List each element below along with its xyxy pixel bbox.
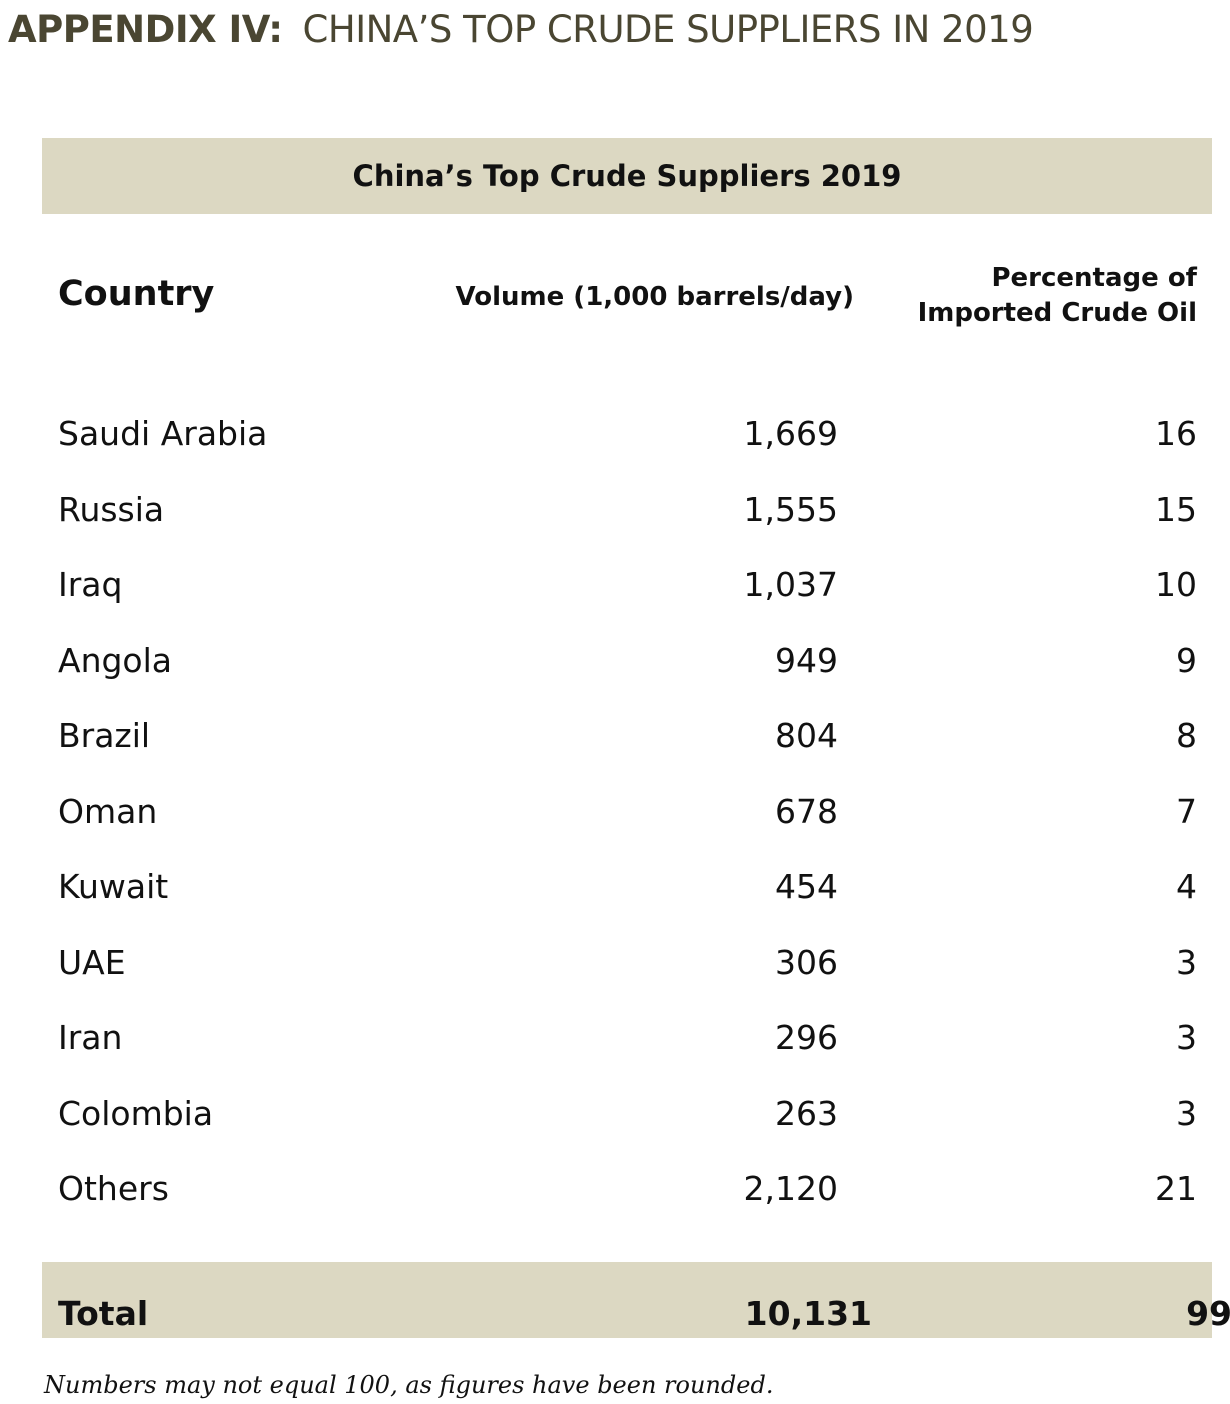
table-row: Oman 678 7 xyxy=(0,774,1230,850)
cell-country: Others xyxy=(58,1169,169,1208)
cell-percentage: 10 xyxy=(1155,565,1197,604)
cell-volume: 454 xyxy=(775,867,838,906)
footnote: Numbers may not equal 100, as figures ha… xyxy=(44,1371,774,1399)
cell-volume: 678 xyxy=(775,791,838,831)
table-row: Others 2,120 21 xyxy=(0,1151,1230,1227)
table-row: Iraq 1,037 10 xyxy=(0,547,1230,623)
cell-country: Iraq xyxy=(58,565,123,604)
cell-volume: 2,120 xyxy=(743,1169,838,1208)
table-row: Russia 1,555 15 xyxy=(0,472,1230,548)
table-title-bar: China’s Top Crude Suppliers 2019 xyxy=(42,138,1212,214)
table-body: Saudi Arabia 1,669 16 Russia 1,555 15 Ir… xyxy=(0,396,1230,1227)
cell-volume: 949 xyxy=(775,640,838,680)
total-percentage: 99 xyxy=(1186,1294,1230,1333)
column-header-percentage-line2: Imported Crude Oil xyxy=(917,298,1197,328)
table-row: Saudi Arabia 1,669 16 xyxy=(0,396,1230,472)
cell-volume: 306 xyxy=(775,942,838,982)
cell-volume: 1,669 xyxy=(743,414,838,453)
table-row: Angola 949 9 xyxy=(0,623,1230,699)
cell-percentage: 3 xyxy=(1176,1018,1197,1057)
table-row: Kuwait 454 4 xyxy=(0,849,1230,925)
table-row: UAE 306 3 xyxy=(0,925,1230,1001)
column-header-percentage-line1: Percentage of xyxy=(991,263,1197,293)
cell-volume: 1,037 xyxy=(743,565,838,604)
cell-percentage: 3 xyxy=(1176,1093,1197,1133)
cell-percentage: 8 xyxy=(1176,716,1197,755)
appendix-label: APPENDIX IV: xyxy=(8,8,283,51)
column-header-percentage: Percentage of Imported Crude Oil xyxy=(900,261,1197,331)
cell-country: Colombia xyxy=(58,1093,214,1133)
cell-country: Kuwait xyxy=(58,867,169,906)
cell-percentage: 4 xyxy=(1176,867,1197,906)
cell-volume: 263 xyxy=(775,1093,838,1133)
total-row: Total 10,131 99 xyxy=(42,1262,1230,1338)
cell-country: UAE xyxy=(58,942,126,982)
cell-country: Brazil xyxy=(58,716,151,755)
cell-percentage: 7 xyxy=(1176,791,1197,831)
table-row: Iran 296 3 xyxy=(0,1000,1230,1076)
appendix-heading: APPENDIX IV: CHINA’S TOP CRUDE SUPPLIERS … xyxy=(8,6,1034,54)
cell-country: Oman xyxy=(58,791,158,831)
cell-volume: 1,555 xyxy=(743,489,838,529)
total-label: Total xyxy=(58,1294,149,1333)
table-row: Colombia 263 3 xyxy=(0,1076,1230,1152)
cell-country: Iran xyxy=(58,1018,123,1057)
table-row: Brazil 804 8 xyxy=(0,698,1230,774)
column-header-volume: Volume (1,000 barrels/day) xyxy=(455,282,854,312)
total-volume: 10,131 xyxy=(744,1294,872,1333)
cell-percentage: 9 xyxy=(1176,640,1197,680)
cell-volume: 804 xyxy=(775,716,838,755)
cell-percentage: 3 xyxy=(1176,942,1197,982)
appendix-title: CHINA’S TOP CRUDE SUPPLIERS IN 2019 xyxy=(302,8,1034,51)
cell-country: Angola xyxy=(58,640,173,680)
cell-percentage: 15 xyxy=(1155,489,1197,529)
cell-percentage: 16 xyxy=(1155,414,1197,453)
column-header-country: Country xyxy=(58,274,215,314)
cell-country: Saudi Arabia xyxy=(58,414,268,453)
table-title: China’s Top Crude Suppliers 2019 xyxy=(352,159,902,193)
cell-country: Russia xyxy=(58,489,165,529)
cell-percentage: 21 xyxy=(1155,1169,1197,1208)
cell-volume: 296 xyxy=(775,1018,838,1057)
